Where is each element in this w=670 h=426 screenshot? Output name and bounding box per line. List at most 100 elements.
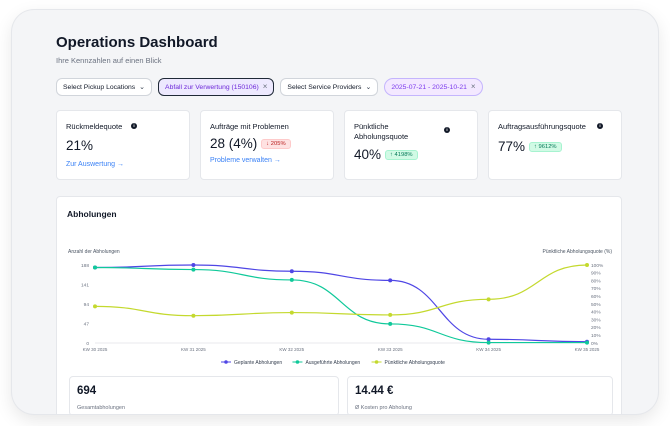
series-line-1 <box>94 266 587 344</box>
y2-tick-label: 30% <box>591 317 601 323</box>
kpi-value-row: 28 (4%) ↓ 205% <box>210 136 291 151</box>
kpi-label: Aufträge mit Problemen <box>210 122 289 131</box>
waste-type-filter-chip[interactable]: Abfall zur Verwertung (150106) × <box>158 78 275 96</box>
chevron-down-icon: ⌄ <box>139 84 146 91</box>
dashboard-window: Operations Dashboard Ihre Kennzahlen auf… <box>12 10 658 414</box>
y2-tick-label: 10% <box>591 333 601 339</box>
data-point[interactable] <box>93 265 97 270</box>
kpi-card-puenktliche-abholungsquote: Pünktliche Abholungsquote i 40% ↑ 4198% <box>344 110 478 180</box>
data-point[interactable] <box>486 337 491 342</box>
y2-tick-label: 40% <box>591 310 601 316</box>
y2-tick-label: 90% <box>591 271 601 277</box>
chevron-down-icon: ⌄ <box>365 84 372 91</box>
pickup-locations-label: Select Pickup Locations <box>63 83 136 91</box>
info-icon[interactable]: i <box>597 123 603 129</box>
data-point[interactable] <box>388 321 393 326</box>
data-point[interactable] <box>289 277 294 282</box>
stat-card-gesamtabholungen: 694 Gesamtabholungen <box>69 376 339 414</box>
y-tick-label: 47 <box>84 321 90 327</box>
kpi-value: 28 (4%) <box>210 136 258 151</box>
y2-tick-label: 100% <box>591 263 604 269</box>
kpi-label: Auftragsausführungsquote <box>498 122 586 131</box>
data-point[interactable] <box>585 340 589 345</box>
y2-tick-label: 70% <box>591 286 601 292</box>
abholungen-panel: Abholungen Anzahl der Abholungen Pünktli… <box>56 196 622 414</box>
service-providers-select[interactable]: Select Service Providers ⌄ <box>280 78 379 96</box>
waste-type-label: Abfall zur Verwertung (150106) <box>165 83 259 91</box>
page-title: Operations Dashboard <box>56 34 218 51</box>
data-point[interactable] <box>585 263 589 267</box>
data-point[interactable] <box>191 267 196 272</box>
x-tick-label: KW 33 2025 <box>378 347 403 352</box>
data-point[interactable] <box>388 278 393 283</box>
info-icon[interactable]: i <box>444 127 450 133</box>
pickup-locations-select[interactable]: Select Pickup Locations ⌄ <box>56 78 153 96</box>
y-tick-label: 94 <box>84 302 90 308</box>
kpi-value-row: 77% ↑ 9612% <box>498 139 562 154</box>
y2-tick-label: 0% <box>591 341 599 347</box>
kpi-value: 77% <box>498 139 526 154</box>
x-tick-label: KW 30 2025 <box>83 347 108 352</box>
kpi-value: 21% <box>66 138 94 153</box>
kpi-value: 40% <box>354 147 382 162</box>
close-icon[interactable]: × <box>262 82 268 91</box>
info-icon[interactable]: i <box>131 123 137 129</box>
x-tick-label: KW 35 2025 <box>575 347 600 352</box>
kpi-label: Rückmeldequote <box>66 122 123 131</box>
y2-tick-label: 60% <box>591 294 601 300</box>
chart-section-title: Abholungen <box>67 209 117 219</box>
stat-value: 14.44 € <box>355 385 394 397</box>
arrow-right-icon: → <box>116 161 124 168</box>
data-point[interactable] <box>191 263 196 267</box>
page-subtitle: Ihre Kennzahlen auf einen Blick <box>56 56 162 65</box>
abholungen-chart: Anzahl der Abholungen Pünktliche Abholun… <box>68 249 613 366</box>
trend-badge: ↓ 205% <box>261 139 291 150</box>
data-point[interactable] <box>93 304 97 309</box>
data-point[interactable] <box>289 310 294 315</box>
trend-badge: ↑ 9612% <box>529 142 562 153</box>
arrow-right-icon: → <box>273 157 281 164</box>
filter-bar: Select Pickup Locations ⌄ Abfall zur Ver… <box>56 78 483 96</box>
data-point[interactable] <box>289 269 294 274</box>
y-tick-label: 188 <box>81 263 89 269</box>
date-range-chip[interactable]: 2025-07-21 - 2025-10-21 × <box>384 78 483 96</box>
stat-value: 694 <box>77 385 97 397</box>
kpi-card-auftraege-probleme: Aufträge mit Problemen 28 (4%) ↓ 205% Pro… <box>200 110 334 180</box>
probleme-verwalten-link[interactable]: Probleme verwalten → <box>210 157 281 164</box>
data-point[interactable] <box>486 340 491 345</box>
legend-swatch-dot <box>224 360 228 364</box>
stat-card-kosten-pro-abholung: 14.44 € Ø Kosten pro Abholung <box>347 376 613 414</box>
kpi-value-row: 40% ↑ 4198% <box>354 147 418 162</box>
legend-label[interactable]: Ausgeführte Abholungen <box>305 360 360 366</box>
stat-label: Gesamtabholungen <box>77 405 126 411</box>
stat-label: Ø Kosten pro Abholung <box>355 405 412 411</box>
close-icon[interactable]: × <box>470 82 476 91</box>
y2-axis-label: Pünktliche Abholungsquote (%) <box>543 249 613 255</box>
data-point[interactable] <box>388 312 393 317</box>
kpi-card-rueckmeldequote: Rückmeldequote i 21% Zur Auswertung → <box>56 110 190 180</box>
date-range-label: 2025-07-21 - 2025-10-21 <box>391 83 467 91</box>
y-axis-label: Anzahl der Abholungen <box>68 249 120 255</box>
auswertung-link[interactable]: Zur Auswertung → <box>66 161 124 168</box>
y-tick-label: 0 <box>86 341 89 347</box>
kpi-row: Rückmeldequote i 21% Zur Auswertung → Au… <box>56 110 622 180</box>
y2-tick-label: 50% <box>591 302 601 308</box>
legend-swatch-dot <box>295 360 300 364</box>
kpi-label: Pünktliche Abholungsquote <box>354 122 409 141</box>
series-line-2 <box>94 264 588 317</box>
series-line-0 <box>94 264 588 343</box>
trend-badge: ↑ 4198% <box>385 150 418 161</box>
y2-tick-label: 80% <box>591 278 601 284</box>
legend-label[interactable]: Pünktliche Abholungsquote <box>385 360 446 366</box>
y2-tick-label: 20% <box>591 325 601 331</box>
x-tick-label: KW 31 2025 <box>181 347 206 352</box>
data-point[interactable] <box>191 313 196 318</box>
kpi-card-auftragsausfuehrungsquote: Auftragsausführungsquote i 77% ↑ 9612% <box>488 110 622 180</box>
data-point[interactable] <box>486 297 491 302</box>
x-tick-label: KW 34 2025 <box>476 347 501 352</box>
legend-swatch-dot <box>374 360 379 364</box>
legend-label[interactable]: Geplante Abholungen <box>234 360 282 366</box>
service-providers-label: Select Service Providers <box>287 83 362 91</box>
x-tick-label: KW 32 2025 <box>279 347 304 352</box>
y-tick-label: 141 <box>81 282 89 288</box>
